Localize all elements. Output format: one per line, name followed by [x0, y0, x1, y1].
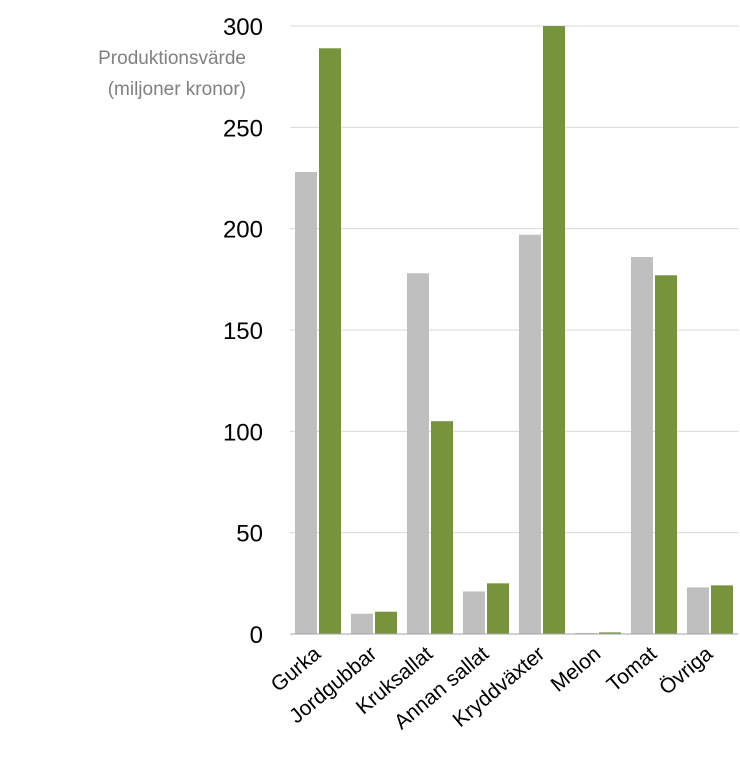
bar-series-1-4 — [519, 234, 541, 634]
y-tick-label: 200 — [223, 217, 263, 244]
bar-series-1-1 — [351, 613, 373, 634]
y-tick-label: 300 — [223, 14, 263, 41]
bar-series-1-3 — [463, 591, 485, 634]
y-tick-label: 100 — [223, 419, 263, 446]
bar-series-1-5 — [575, 632, 597, 634]
bar-series-2-5 — [599, 632, 621, 634]
y-tick-labels: 0 50 100 150 200 250 300 — [223, 14, 263, 649]
bar-series-1-0 — [295, 171, 317, 635]
bar-series-2-1 — [375, 611, 397, 634]
bar-series-2-4 — [543, 26, 565, 634]
bar-series-1-6 — [631, 257, 653, 634]
bar-series-2-6 — [655, 275, 677, 634]
y-axis-label-line-1: Produktionsvärde — [98, 48, 246, 69]
x-tick-label: Tomat — [603, 642, 662, 696]
y-tick-label: 250 — [223, 115, 263, 142]
bars — [295, 26, 733, 635]
bar-series-2-0 — [319, 48, 341, 634]
y-tick-label: 0 — [250, 622, 263, 649]
x-tick-label: Melon — [547, 642, 606, 696]
bar-series-2-7 — [711, 585, 733, 634]
bar-series-2-3 — [487, 583, 509, 634]
y-tick-label: 150 — [223, 318, 263, 345]
y-axis-label-line-2: (miljoner kronor) — [108, 79, 246, 100]
bar-series-1-2 — [407, 273, 429, 634]
y-tick-label: 50 — [236, 521, 263, 548]
x-tick-label: Övriga — [655, 642, 717, 700]
bar-series-2-2 — [431, 421, 453, 634]
bar-series-1-7 — [687, 587, 709, 634]
